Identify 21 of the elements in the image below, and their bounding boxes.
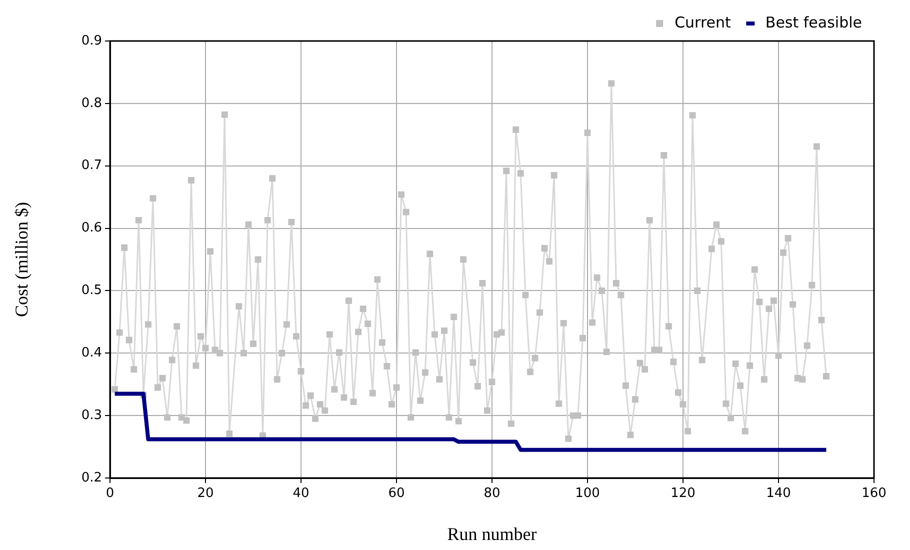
legend-label: Best feasible	[765, 13, 862, 32]
y-tick-label: 0.4	[81, 346, 102, 361]
x-tick-label: 20	[197, 486, 214, 502]
x-tick-label: 60	[388, 486, 405, 502]
y-tick-label: 0.3	[81, 408, 102, 423]
y-tick-label: 0.8	[81, 96, 102, 111]
y-tick-label: 0.5	[81, 283, 102, 298]
x-tick-label: 140	[766, 486, 791, 502]
legend-label: Current	[674, 13, 732, 32]
x-tick-label: 100	[575, 486, 600, 502]
y-tick-label: 0.7	[81, 158, 102, 174]
y-tick-label: 0.9	[81, 33, 102, 48]
x-tick-label: 120	[670, 486, 696, 502]
y-tick-label: 0.6	[81, 220, 102, 236]
x-tick-label: 40	[292, 486, 310, 502]
x-tick-label: 160	[862, 486, 886, 502]
x-axis-title: Run number	[447, 524, 537, 544]
y-tick-label: 0.2	[81, 470, 102, 486]
x-tick-label: 80	[484, 486, 500, 502]
x-tick-label: 0	[106, 486, 114, 502]
y-axis-title: Cost (million $)	[12, 202, 32, 318]
